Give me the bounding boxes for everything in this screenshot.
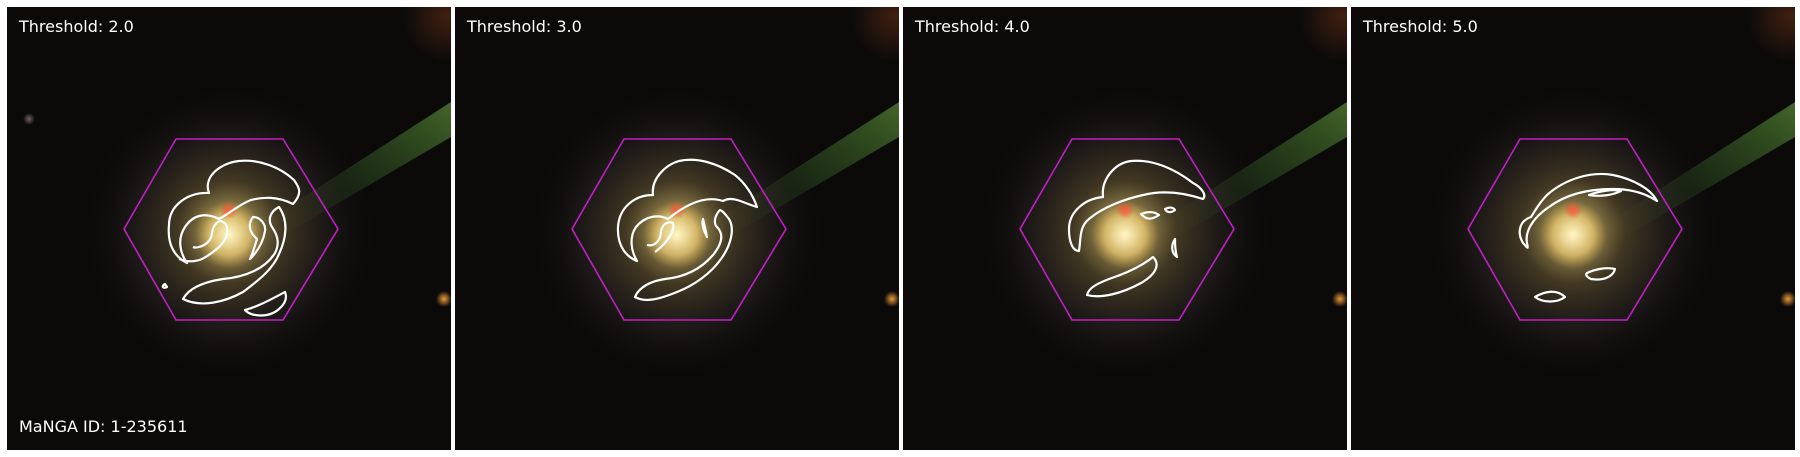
galaxy-image [7,7,451,450]
threshold-panel-2: Threshold: 3.0 [455,7,899,450]
contours [616,158,759,301]
galaxy-image [455,7,899,450]
galaxy-image [903,7,1347,450]
manga-id-label: MaNGA ID: 1-235611 [19,417,188,436]
contours [161,159,301,317]
ifu-hexagon [123,138,339,321]
threshold-label: Threshold: 5.0 [1363,17,1478,36]
threshold-panel-4: Threshold: 5.0 [1351,7,1795,450]
galaxy-image [1351,7,1795,450]
ifu-hexagon [1019,138,1235,321]
threshold-panel-3: Threshold: 4.0 [903,7,1347,450]
ifu-hexagon [571,138,787,321]
threshold-panel-1: Threshold: 2.0 MaNGA ID: 1-235611 [7,7,451,450]
contours [1518,172,1659,303]
threshold-label: Threshold: 3.0 [467,17,582,36]
threshold-label: Threshold: 4.0 [915,17,1030,36]
ifu-hexagon [1467,138,1683,321]
contours [1067,159,1206,298]
threshold-label: Threshold: 2.0 [19,17,134,36]
